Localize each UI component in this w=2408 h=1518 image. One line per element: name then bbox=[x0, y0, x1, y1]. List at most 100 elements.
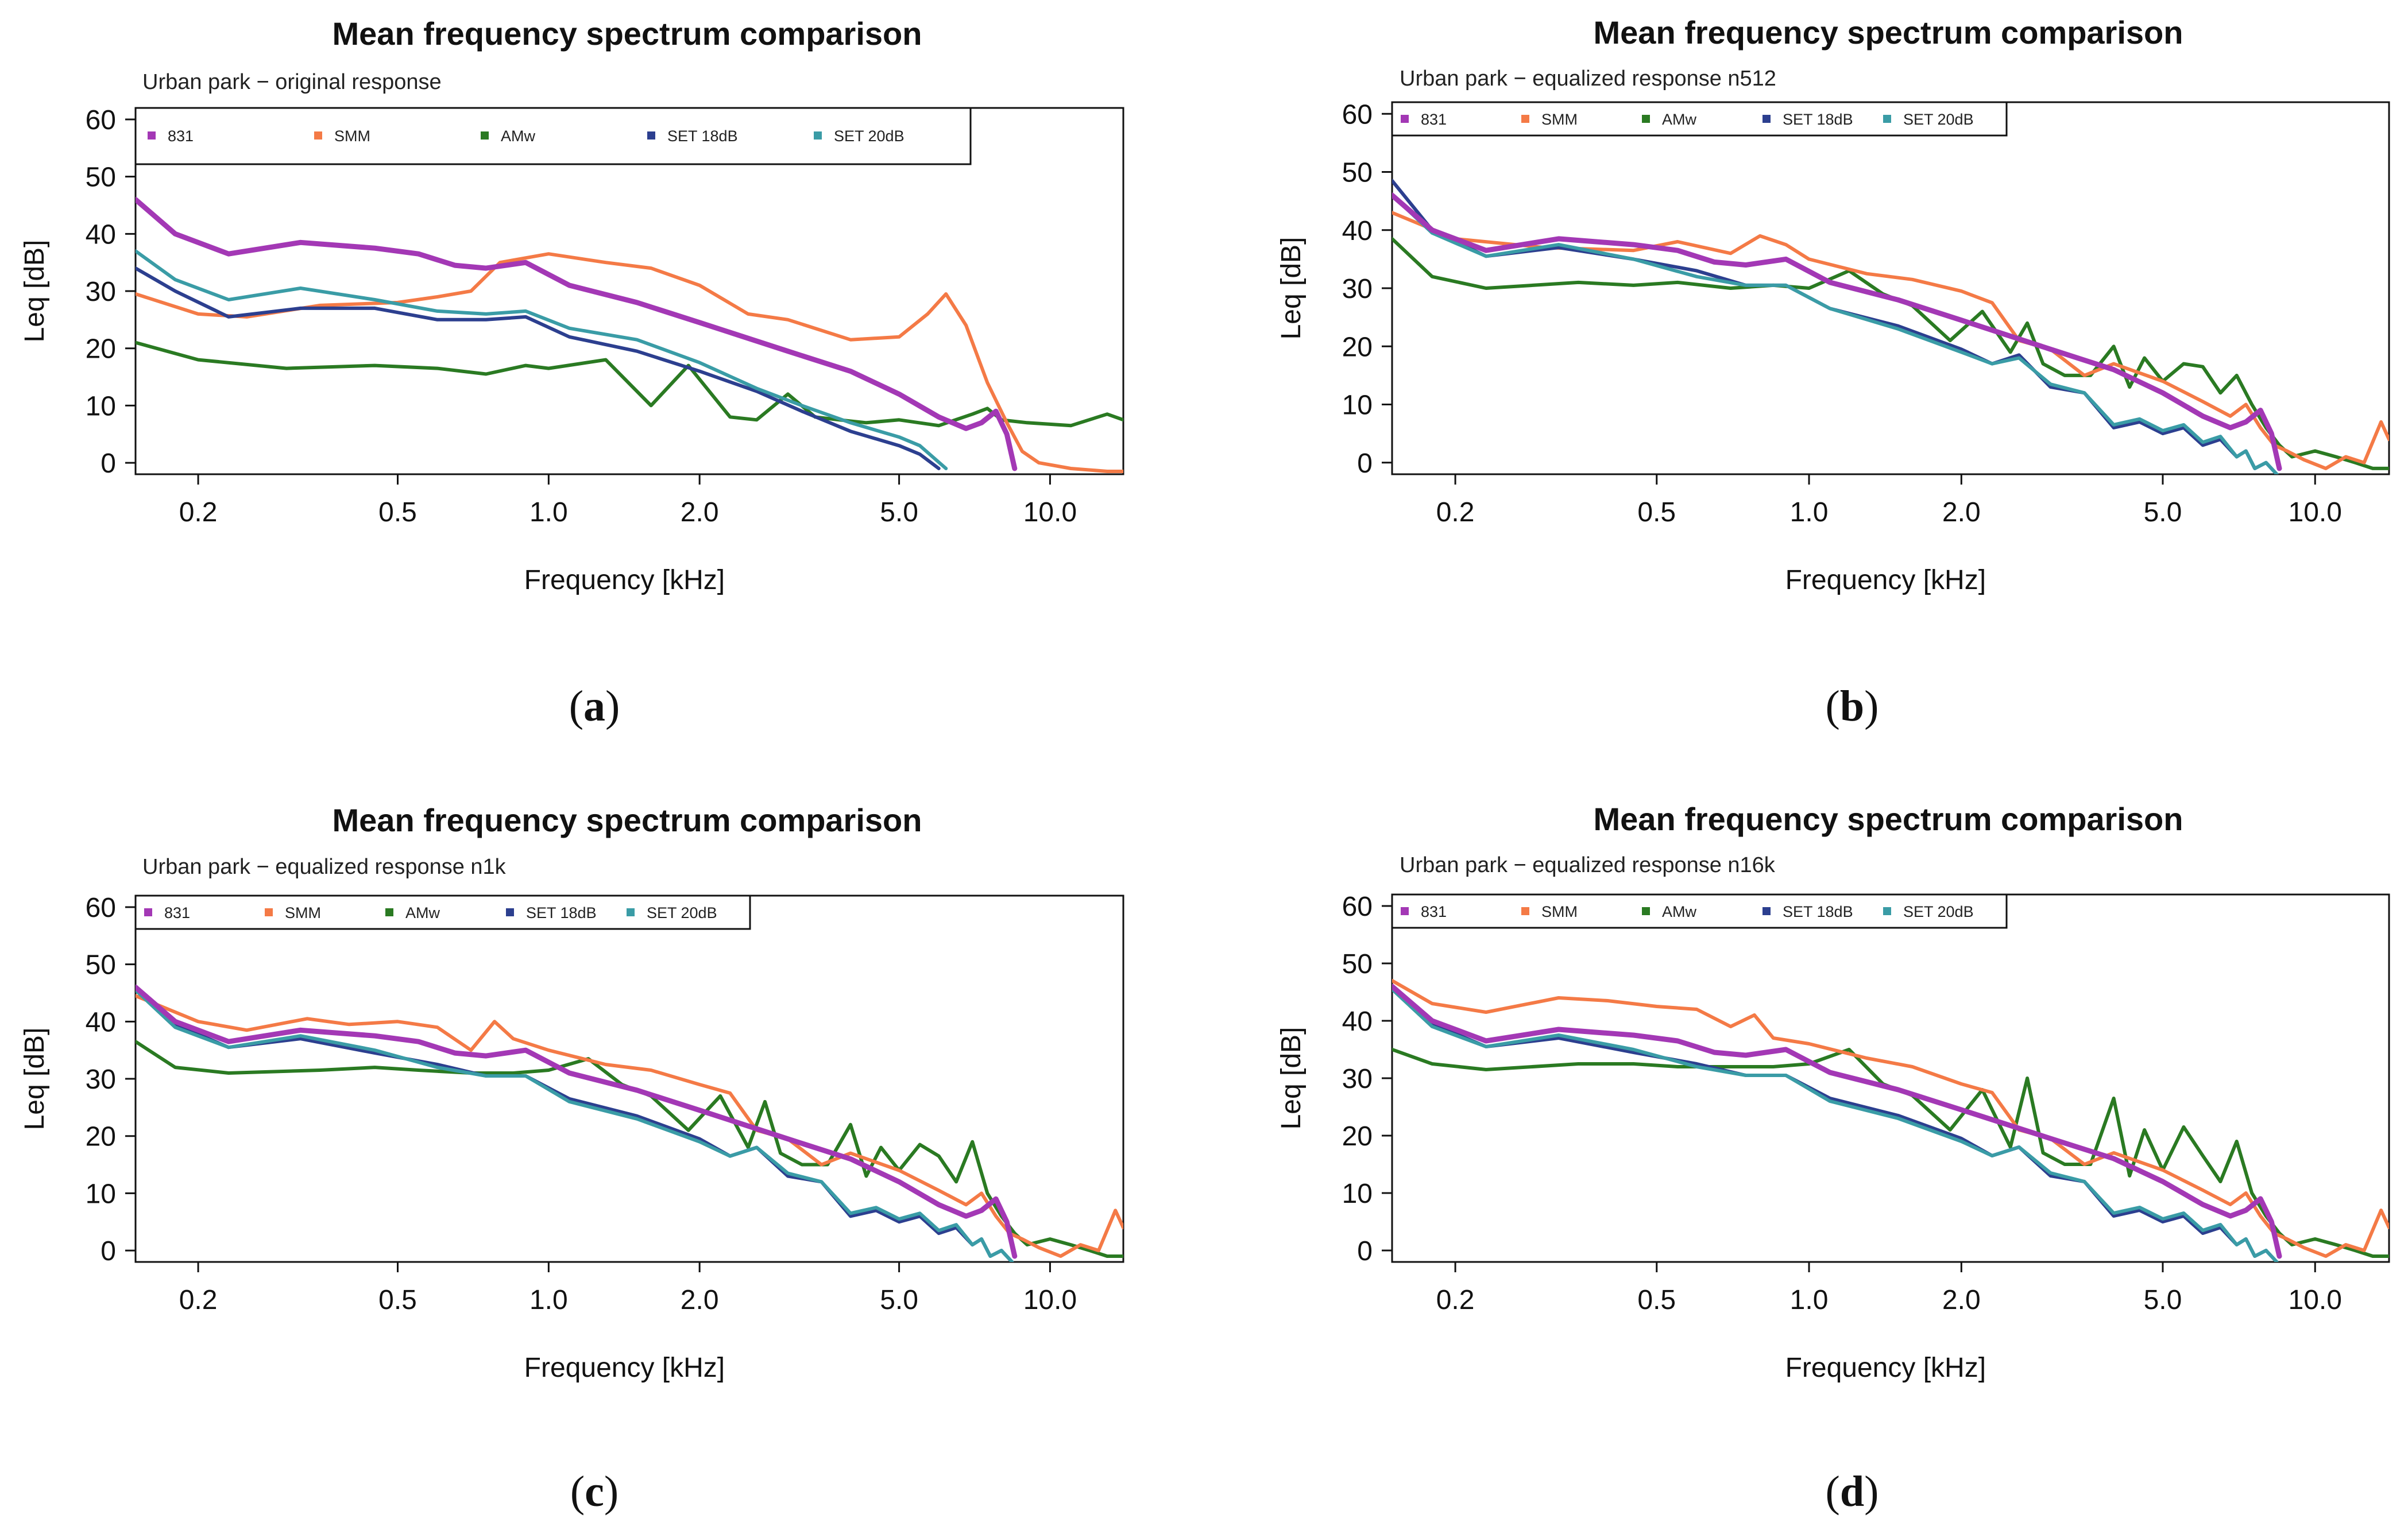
y-tick-label: 60 bbox=[86, 105, 116, 135]
legend-label: SMM bbox=[1541, 111, 1578, 128]
legend-swatch bbox=[314, 131, 322, 140]
legend-swatch bbox=[814, 131, 822, 140]
series-line-831 bbox=[136, 985, 1018, 1259]
legend-label: 831 bbox=[1421, 111, 1447, 128]
legend-swatch bbox=[1401, 907, 1409, 915]
series-line-smm bbox=[136, 252, 1123, 473]
x-tick-label: 10.0 bbox=[1023, 1285, 1077, 1315]
x-tick-label: 2.0 bbox=[681, 1285, 719, 1315]
legend-swatch bbox=[1762, 907, 1771, 915]
legend-swatch bbox=[148, 131, 156, 140]
series-lines bbox=[136, 985, 1123, 1262]
legend-label: SET 18dB bbox=[1783, 111, 1853, 128]
chart-panel-d: Mean frequency spectrum comparison Urban … bbox=[1276, 801, 2390, 1516]
series-line-set-20db bbox=[136, 249, 948, 470]
legend-swatch bbox=[1762, 115, 1771, 123]
x-tick-label: 0.2 bbox=[1436, 1285, 1475, 1315]
legend: 831 SMM AMw SET 18dB SET 20dB bbox=[134, 107, 972, 165]
y-tick-label: 10 bbox=[1342, 1179, 1373, 1209]
chart-panel-c: Mean frequency spectrum comparison Urban … bbox=[20, 802, 1124, 1516]
y-tick-label: 60 bbox=[1342, 892, 1373, 922]
chart-subtitle: Urban park − equalized response n1k bbox=[142, 855, 507, 879]
legend-label: AMw bbox=[501, 127, 536, 145]
panel-label: (b) bbox=[1826, 682, 1879, 730]
y-tick-label: 50 bbox=[86, 162, 116, 193]
x-tick-label: 2.0 bbox=[1942, 1285, 1981, 1315]
chart-subtitle: Urban park − equalized response n16k bbox=[1400, 853, 1776, 877]
chart-title: Mean frequency spectrum comparison bbox=[333, 16, 922, 52]
x-tick-label: 0.5 bbox=[1637, 497, 1676, 528]
x-tick-label: 0.2 bbox=[1436, 497, 1475, 528]
legend-box bbox=[134, 894, 751, 930]
y-tick-label: 40 bbox=[1342, 216, 1373, 246]
x-tick-label: 0.5 bbox=[378, 497, 417, 528]
panel-label: (a) bbox=[569, 682, 620, 730]
series-line-831 bbox=[1392, 983, 2282, 1259]
y-tick-label: 0 bbox=[101, 1236, 116, 1267]
x-tick-label: 5.0 bbox=[2144, 497, 2182, 528]
legend-swatch bbox=[1401, 115, 1409, 123]
chart-title: Mean frequency spectrum comparison bbox=[1594, 801, 2183, 837]
x-tick-label: 2.0 bbox=[1942, 497, 1981, 528]
y-tick-label: 50 bbox=[1342, 949, 1373, 979]
legend-box bbox=[1391, 893, 2008, 929]
x-tick-label: 1.0 bbox=[1790, 1285, 1829, 1315]
legend-swatch bbox=[627, 908, 635, 916]
y-tick-label: 60 bbox=[86, 893, 116, 923]
y-axis-label: Leq [dB] bbox=[1276, 237, 1307, 340]
legend-swatch bbox=[1521, 907, 1529, 915]
legend-swatch bbox=[1883, 115, 1891, 123]
legend-swatch bbox=[385, 908, 393, 916]
chart-panel-a: Mean frequency spectrum comparison Urban … bbox=[20, 16, 1124, 730]
legend-label: SET 20dB bbox=[1903, 111, 1974, 128]
series-line-smm bbox=[1392, 211, 2389, 470]
y-tick-label: 10 bbox=[86, 1179, 116, 1209]
series-lines bbox=[136, 197, 1123, 473]
legend-label: 831 bbox=[1421, 903, 1447, 920]
y-tick-label: 0 bbox=[101, 448, 116, 479]
y-tick-label: 40 bbox=[86, 219, 116, 250]
chart-title: Mean frequency spectrum comparison bbox=[1594, 14, 2183, 51]
y-tick-label: 30 bbox=[1342, 274, 1373, 304]
y-tick-label: 20 bbox=[86, 1122, 116, 1152]
legend-label: SMM bbox=[285, 904, 321, 921]
x-tick-label: 10.0 bbox=[2289, 497, 2342, 528]
legend-label: SET 20dB bbox=[834, 127, 905, 145]
legend-label: AMw bbox=[1662, 111, 1697, 128]
series-line-831 bbox=[136, 197, 1018, 471]
x-tick-label: 0.5 bbox=[1637, 1285, 1676, 1315]
legend-label: SET 20dB bbox=[1903, 903, 1974, 920]
y-tick-label: 40 bbox=[1342, 1006, 1373, 1037]
legend-box bbox=[134, 107, 972, 165]
legend-label: SET 20dB bbox=[647, 904, 717, 921]
y-tick-label: 30 bbox=[86, 1064, 116, 1095]
series-lines bbox=[1392, 179, 2389, 474]
x-axis-label: Frequency [kHz] bbox=[524, 565, 725, 595]
y-tick-label: 0 bbox=[1357, 1236, 1373, 1267]
y-axis-label: Leq [dB] bbox=[1276, 1027, 1307, 1130]
y-tick-label: 20 bbox=[1342, 332, 1373, 362]
x-tick-label: 5.0 bbox=[880, 497, 918, 528]
chart-title: Mean frequency spectrum comparison bbox=[333, 802, 922, 838]
legend: 831 SMM AMw SET 18dB SET 20dB bbox=[1391, 893, 2008, 929]
y-tick-label: 30 bbox=[86, 277, 116, 307]
legend-swatch bbox=[647, 131, 655, 140]
y-axis-label: Leq [dB] bbox=[20, 240, 50, 343]
legend-swatch bbox=[144, 908, 152, 916]
legend-swatch bbox=[1883, 907, 1891, 915]
legend: 831 SMM AMw SET 18dB SET 20dB bbox=[1391, 101, 2008, 137]
x-tick-label: 1.0 bbox=[529, 497, 568, 528]
y-tick-label: 20 bbox=[86, 334, 116, 365]
legend-swatch bbox=[265, 908, 273, 916]
legend-label: AMw bbox=[405, 904, 440, 921]
y-tick-label: 30 bbox=[1342, 1064, 1373, 1094]
y-tick-label: 50 bbox=[1342, 158, 1373, 188]
panel-label: (c) bbox=[570, 1467, 619, 1516]
legend: 831 SMM AMw SET 18dB SET 20dB bbox=[134, 894, 751, 930]
chart-panel-b: Mean frequency spectrum comparison Urban … bbox=[1276, 14, 2390, 730]
y-axis-label: Leq [dB] bbox=[20, 1028, 50, 1130]
series-line-831 bbox=[1392, 192, 2282, 471]
legend-label: SET 18dB bbox=[667, 127, 738, 145]
series-line-set-20db bbox=[1392, 193, 2279, 474]
